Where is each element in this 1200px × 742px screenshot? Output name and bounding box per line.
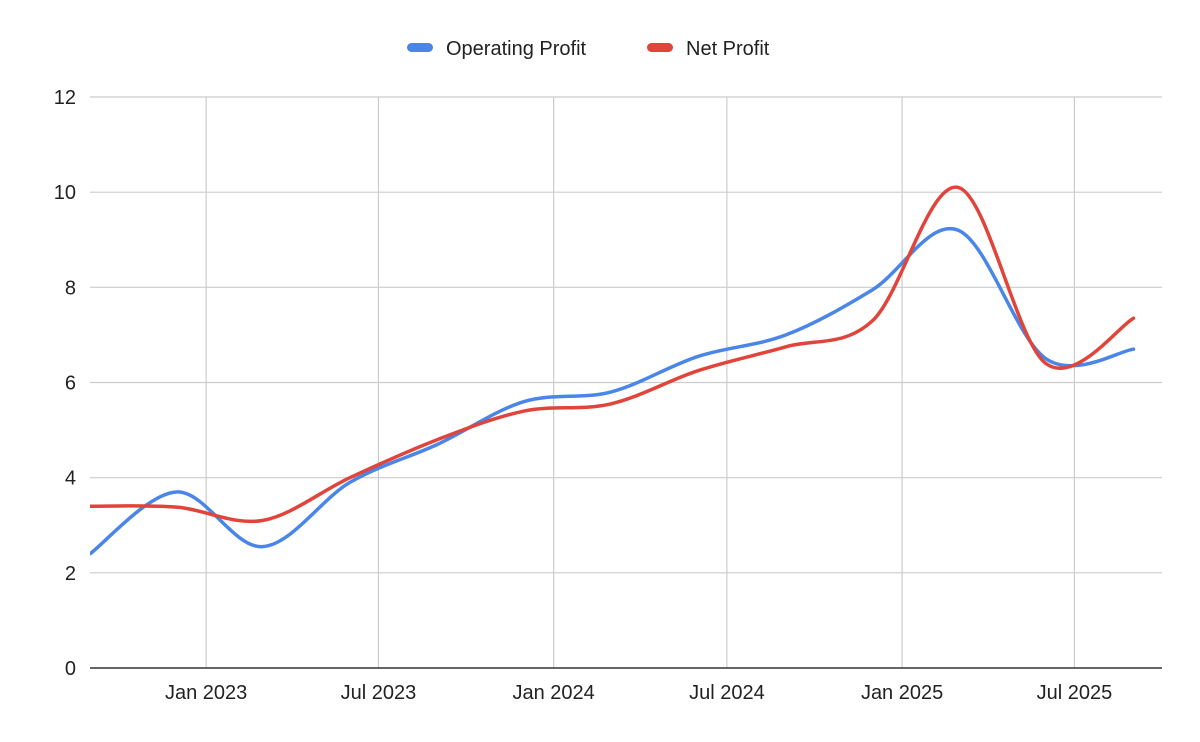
y-tick-label: 2 xyxy=(65,563,76,585)
y-tick-label: 8 xyxy=(65,277,76,299)
y-tick-label: 10 xyxy=(54,182,76,204)
legend-swatch-net-profit xyxy=(647,43,673,52)
legend: Operating Profit Net Profit xyxy=(407,38,770,60)
y-tick-label: 0 xyxy=(65,658,76,680)
x-tick-label: Jan 2024 xyxy=(512,682,594,704)
y-tick-label: 6 xyxy=(65,373,76,395)
legend-label-net-profit: Net Profit xyxy=(686,38,770,60)
x-tick-label: Jul 2025 xyxy=(1037,682,1113,704)
x-tick-label: Jul 2024 xyxy=(689,682,765,704)
y-tick-label: 12 xyxy=(54,87,76,109)
series-lines xyxy=(90,185,1136,556)
x-tick-label: Jul 2023 xyxy=(341,682,417,704)
x-tick-label: Jan 2025 xyxy=(861,682,943,704)
y-tick-label: 4 xyxy=(65,468,76,490)
series-line-net-profit xyxy=(90,185,1136,524)
axes: 0 2 4 6 8 10 12 Jan 2023 Jul 2023 Jan 2024 Jul 202… xyxy=(54,87,1162,704)
legend-swatch-operating-profit xyxy=(407,43,433,52)
series-line-operating-profit xyxy=(90,226,1136,556)
legend-label-operating-profit: Operating Profit xyxy=(446,38,587,60)
x-tick-label: Jan 2023 xyxy=(165,682,247,704)
grid xyxy=(90,96,1162,668)
